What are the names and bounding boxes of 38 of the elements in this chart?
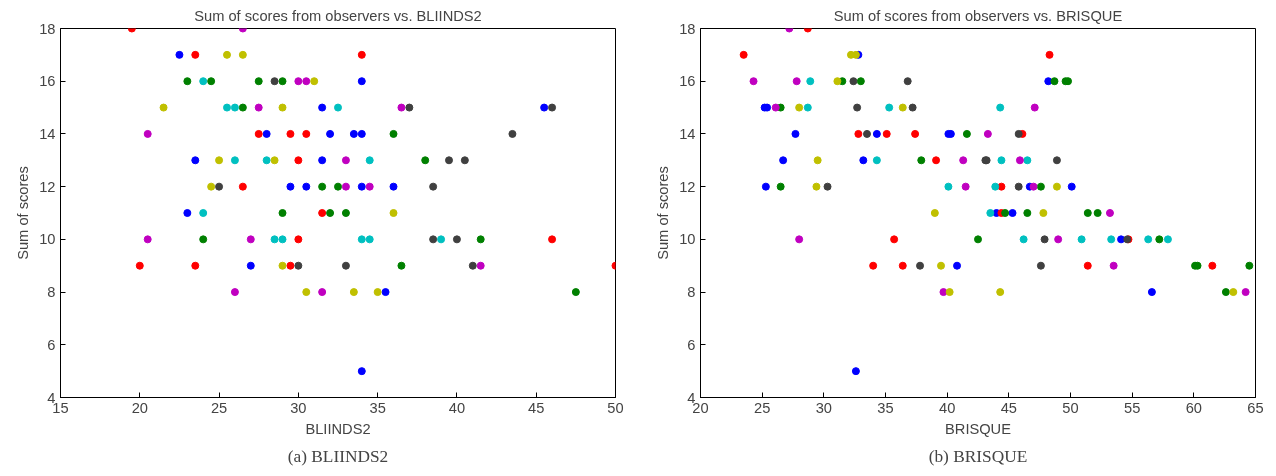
text: (a) BLIINDS2 [287,446,389,466]
x-tick-label: 30 [290,399,307,416]
x-axis-title: BLIINDS2 [305,420,371,437]
x-tick-label: 35 [877,399,894,416]
y-tick-label: 14 [679,125,696,142]
y-tick-label: 6 [687,336,696,353]
x-axis-title: BRISQUE [945,420,1012,437]
chart-title: Sum of scores from observers vs. BLIINDS2 [194,7,482,24]
y-tick-label: 10 [39,231,56,248]
text: (b) BRISQUE [928,446,1028,466]
y-tick-label: 14 [39,125,56,142]
x-tick-label: 65 [1247,399,1264,416]
chart-title: Sum of scores from observers vs. BRISQUE [833,7,1123,24]
y-axis-title: Sum of scores [15,166,32,260]
x-tick-label: 35 [369,399,386,416]
y-tick-label: 10 [679,231,696,248]
x-tick-label: 25 [210,399,228,416]
y-tick-label: 16 [39,73,56,90]
y-tick-label: 6 [47,336,56,353]
y-tick-label: 12 [39,178,56,195]
x-tick-label: 30 [815,399,832,416]
x-tick-label: 45 [528,399,545,416]
x-tick-label: 25 [754,399,771,416]
x-tick-label: 40 [939,399,956,416]
x-tick-label: 55 [1124,399,1141,416]
y-tick-label: 18 [39,20,56,37]
x-tick-label: 50 [607,399,624,416]
y-tick-label: 8 [687,284,696,301]
x-tick-label: 60 [1185,399,1202,416]
y-tick-label: 8 [47,284,56,301]
x-tick-label: 45 [1000,399,1017,416]
y-tick-label: 18 [679,20,696,37]
y-axis-title: Sum of scores [655,166,672,260]
y-tick-label: 16 [679,73,696,90]
x-tick-label: 40 [448,399,466,416]
y-tick-label: 12 [679,178,696,195]
x-tick-label: 50 [1062,399,1079,416]
x-tick-label: 20 [131,399,148,416]
